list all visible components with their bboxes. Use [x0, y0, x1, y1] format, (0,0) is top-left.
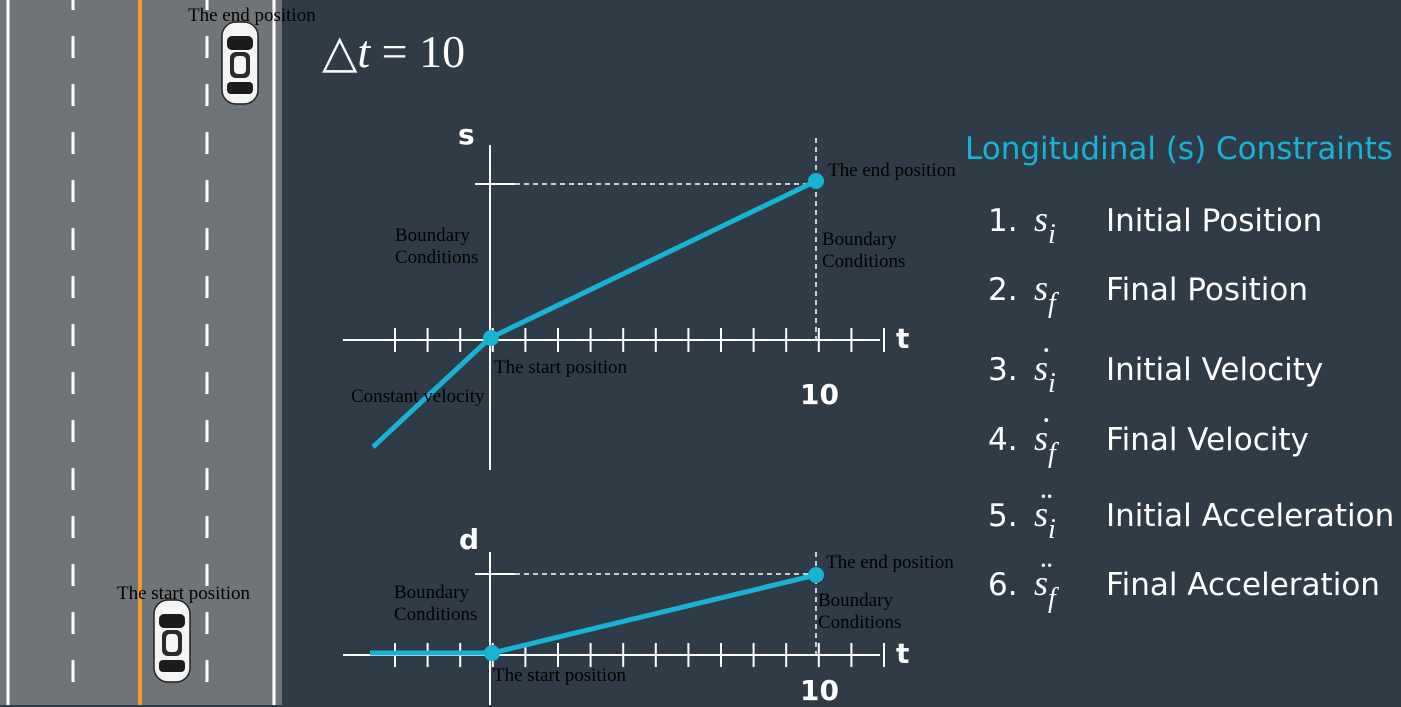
constraint-subscript: i	[1048, 514, 1056, 546]
constraint-name: Final Position	[1106, 272, 1308, 308]
top-end-point	[808, 173, 824, 189]
constraint-symbol: ˙ si	[1034, 340, 1106, 400]
constraint-number: 2.	[988, 272, 1018, 308]
constraint-subscript: f	[1048, 438, 1056, 470]
bottom-left-boundary-label: Boundary Conditions	[394, 582, 478, 622]
constraint-subscript: f	[1048, 288, 1056, 320]
constraint-row: 1. si Initial Position	[988, 198, 1323, 251]
constraint-subscript: i	[1048, 368, 1056, 400]
bottom-end-label: The end position	[826, 552, 954, 573]
constraint-symbol: ¨ sf	[1034, 555, 1106, 615]
constraint-derivative-dots: ¨	[1038, 555, 1050, 595]
constraint-derivative-dots: ˙	[1038, 340, 1050, 380]
bottom-x-axis-label: t	[896, 637, 910, 670]
constraint-name: Final Velocity	[1106, 422, 1309, 458]
constraint-base: s	[1034, 268, 1049, 308]
top-y-axis-label: s	[458, 118, 475, 151]
bottom-start-point	[484, 645, 500, 661]
constraint-row: 6. ¨ sf Final Acceleration	[988, 555, 1380, 615]
constraint-row: 4. ˙ sf Final Velocity	[988, 410, 1309, 470]
constraint-subscript: f	[1048, 583, 1056, 615]
constraint-symbol: ˙ sf	[1034, 410, 1106, 470]
top-start-point	[483, 330, 499, 346]
constraint-symbol: ¨ si	[1034, 486, 1106, 546]
constraint-name: Initial Position	[1106, 203, 1323, 239]
top-start-label: The start position	[494, 357, 627, 378]
delta-variable: t	[357, 26, 371, 77]
bottom-chart	[343, 552, 885, 705]
delta-symbol: △	[322, 26, 358, 77]
constraint-name: Final Acceleration	[1106, 567, 1380, 603]
road-start-label: The start position	[117, 583, 250, 604]
constraint-number: 3.	[988, 352, 1018, 388]
constraint-name: Initial Velocity	[1106, 352, 1324, 388]
constraint-number: 1.	[988, 203, 1018, 239]
constant-velocity-label: Constant velocity	[351, 386, 485, 407]
top-tick-label: 10	[800, 378, 839, 411]
car-end-icon	[221, 21, 259, 105]
constraint-number: 6.	[988, 567, 1018, 603]
constraint-subscript: i	[1048, 219, 1056, 251]
car-start-icon	[153, 599, 191, 683]
bottom-start-label: The start position	[493, 665, 626, 686]
bottom-y-axis-label: d	[459, 523, 480, 556]
constraint-base: s	[1034, 563, 1049, 603]
constraint-row: 3. ˙ si Initial Velocity	[988, 340, 1324, 400]
top-end-label: The end position	[828, 160, 956, 181]
constraint-row: 5. ¨ si Initial Acceleration	[988, 486, 1395, 546]
bottom-end-point	[808, 567, 824, 583]
constraint-base: s	[1034, 199, 1049, 239]
top-x-ticks	[394, 328, 885, 352]
top-right-boundary-label: Boundary Conditions	[822, 229, 906, 272]
top-left-boundary-label: Boundary Conditions	[395, 225, 479, 268]
constraint-name: Initial Acceleration	[1106, 498, 1395, 534]
constraints-title: Longitudinal (s) Constraints	[965, 131, 1393, 167]
top-x-axis-label: t	[896, 322, 910, 355]
constraint-base: s	[1034, 418, 1049, 458]
constraint-symbol: si	[1034, 198, 1106, 251]
bottom-right-boundary-label: Boundary Conditions	[818, 590, 902, 633]
constraint-base: s	[1034, 348, 1049, 388]
bottom-x-ticks	[394, 643, 885, 667]
road-end-label: The end position	[188, 5, 316, 26]
constraint-number: 4.	[988, 422, 1018, 458]
delta-value: 10	[419, 26, 466, 77]
constraint-symbol: sf	[1034, 267, 1106, 320]
delta-equals: =	[381, 26, 408, 77]
top-chart	[343, 138, 885, 470]
bottom-tick-label: 10	[800, 674, 839, 707]
constraint-base: s	[1034, 494, 1049, 534]
road-lines	[6, 0, 276, 705]
constraint-number: 5.	[988, 498, 1018, 534]
constraint-derivative-dots: ¨	[1038, 486, 1050, 526]
constraint-row: 2. sf Final Position	[988, 267, 1308, 320]
delta-t-equation: △t = 10	[322, 24, 465, 78]
constraint-derivative-dots: ˙	[1038, 410, 1050, 450]
